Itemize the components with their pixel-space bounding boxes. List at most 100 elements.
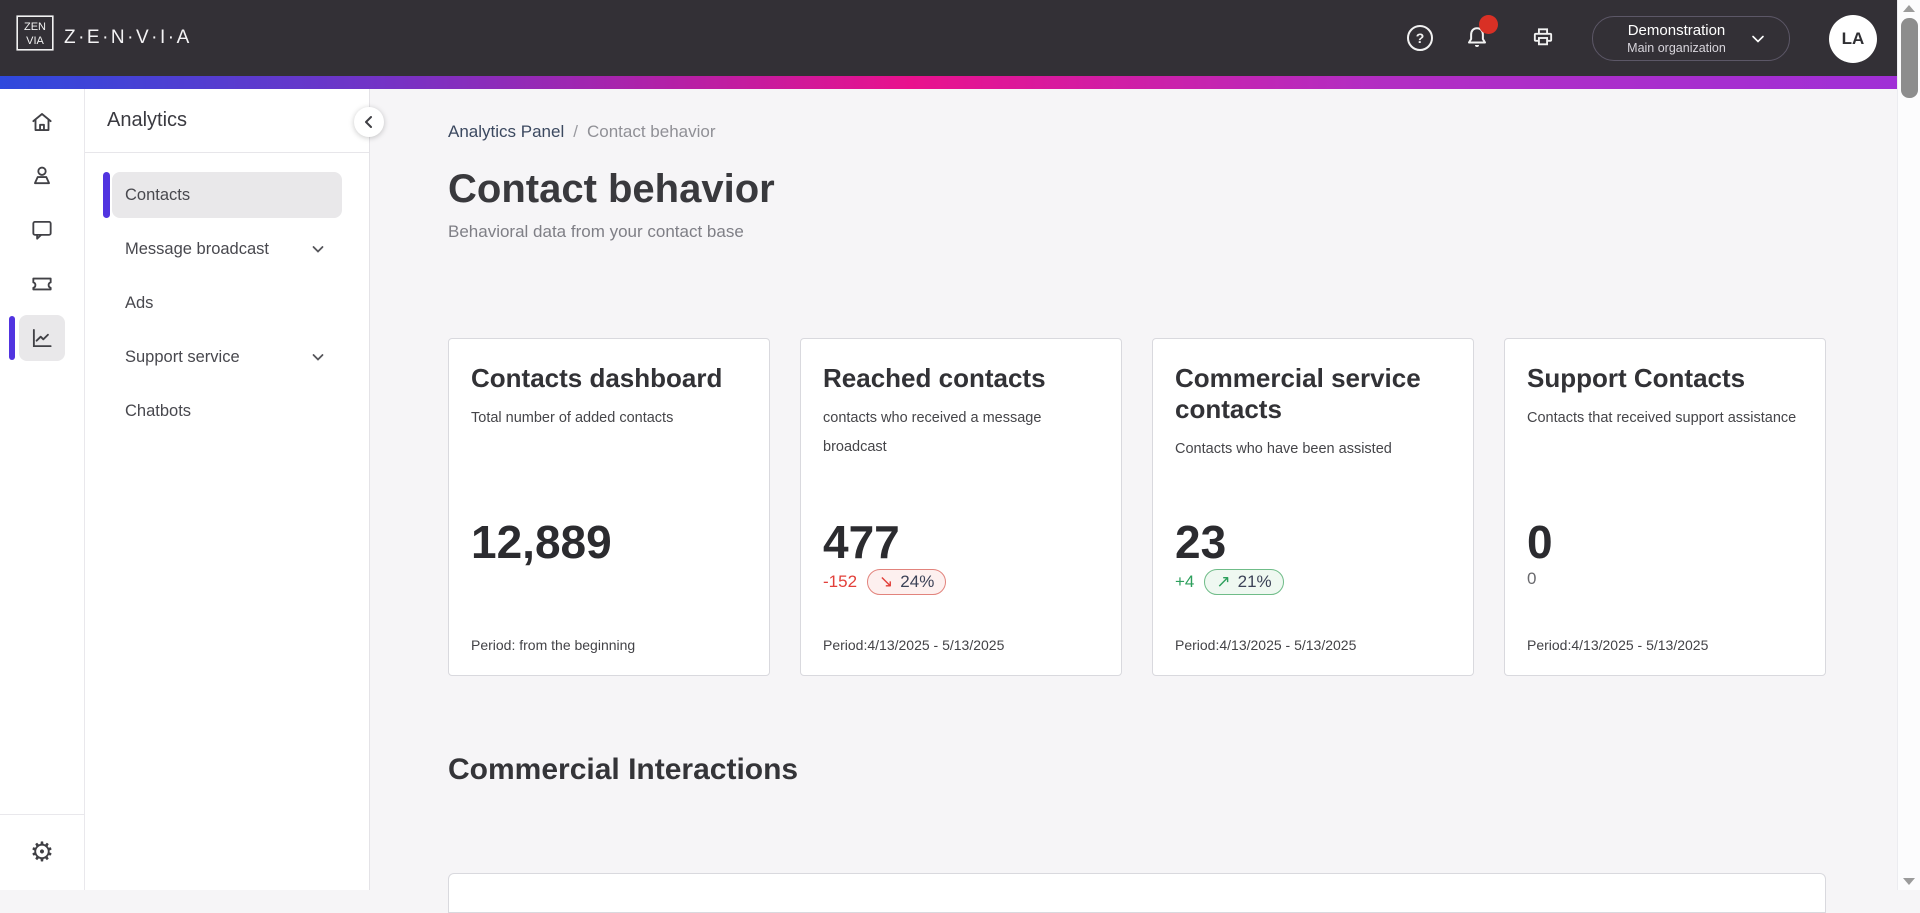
card-period: Period: from the beginning <box>471 637 636 653</box>
sidebar-item-contacts[interactable]: Contacts <box>103 172 342 218</box>
chevron-down-icon <box>1747 28 1769 50</box>
printer-icon <box>1533 28 1553 46</box>
card-delta: 0 <box>1527 569 1537 588</box>
gear-icon[interactable]: ⚙ <box>29 837 55 867</box>
sidebar-item-label: Chatbots <box>125 401 192 420</box>
scroll-thumb[interactable] <box>1901 18 1918 98</box>
breadcrumb-separator: / <box>573 122 578 141</box>
notification-dot <box>1479 15 1498 34</box>
section-title: Commercial Interactions <box>448 753 799 786</box>
card-value: 23 <box>1175 516 1227 568</box>
sidebar-item-label: Message broadcast <box>125 239 269 258</box>
card-description: contacts who received a message broadcas… <box>823 410 1042 455</box>
card-title: Commercial service contacts <box>1175 363 1421 424</box>
help-icon: ? <box>1407 25 1433 51</box>
card-title: Reached contacts <box>823 363 1046 393</box>
page-subtitle: Behavioral data from your contact base <box>448 222 744 241</box>
card-value: 0 <box>1527 516 1553 568</box>
trend-down-icon: ↘ <box>879 572 894 591</box>
card-title: Support Contacts <box>1527 363 1746 393</box>
main-content: Analytics Panel / Contact behavior Conta… <box>370 89 1897 913</box>
card-support-contacts: Support Contacts Contacts that received … <box>1504 338 1826 676</box>
chevron-down-icon <box>312 246 324 253</box>
rail-bottom-section: ⚙ <box>0 814 84 890</box>
card-delta-row: -152 ↘ 24% <box>823 569 947 595</box>
avatar-initials: LA <box>1841 29 1865 48</box>
org-name: Demonstration <box>1627 21 1726 39</box>
brand-gradient-bar <box>0 76 1897 89</box>
print-button[interactable] <box>1529 24 1557 52</box>
sidebar-rail: ⚙ <box>0 89 85 890</box>
badge-percent: 21% <box>1237 572 1272 591</box>
card-delta-row: +4 ↗ 21% <box>1175 569 1284 595</box>
trend-up-icon: ↗ <box>1216 572 1231 591</box>
sidebar-item-label: Support service <box>125 347 240 366</box>
rail-item-contacts[interactable] <box>19 153 65 199</box>
sidebar-item-label: Contacts <box>125 185 191 204</box>
sidebar-menu: Contacts Message broadcast Ads Support s… <box>85 153 369 434</box>
card-description: Contacts who have been assisted <box>1175 441 1392 457</box>
chevron-down-icon <box>312 354 324 361</box>
card-title: Contacts dashboard <box>471 363 723 393</box>
trend-badge: ↘ 24% <box>867 569 947 595</box>
sidebar-item-ads[interactable]: Ads <box>112 280 342 326</box>
card-description: Total number of added contacts <box>471 410 674 426</box>
zenvia-logo-icon: ZEN VIA <box>16 15 54 51</box>
breadcrumb-link-analytics-panel[interactable]: Analytics Panel <box>448 122 565 141</box>
chart-icon <box>32 328 52 348</box>
card-period: Period:4/13/2025 - 5/13/2025 <box>823 637 1005 653</box>
chevron-left-icon <box>365 116 372 128</box>
commercial-interactions-card <box>448 873 1826 913</box>
card-value: 12,889 <box>471 516 612 568</box>
card-description: Contacts that received support assistanc… <box>1527 410 1797 426</box>
scrollbar[interactable] <box>1897 0 1920 890</box>
home-icon <box>32 113 52 131</box>
svg-text:ZEN: ZEN <box>24 21 46 33</box>
scroll-down-arrow[interactable] <box>1903 878 1915 885</box>
svg-text:VIA: VIA <box>26 35 44 47</box>
org-suborg: Main organization <box>1627 40 1726 55</box>
card-commercial-service-contacts: Commercial service contacts Contacts who… <box>1152 338 1474 676</box>
sidebar-item-label: Ads <box>125 293 154 312</box>
kpi-cards-row: Contacts dashboard Total number of added… <box>448 338 1897 676</box>
rail-item-analytics[interactable] <box>9 315 65 361</box>
card-contacts-dashboard: Contacts dashboard Total number of added… <box>448 338 770 676</box>
zenvia-logo[interactable]: ZEN VIA <box>16 15 54 51</box>
card-delta-row: 0 <box>1527 569 1536 589</box>
org-switcher[interactable]: Demonstration Main organization <box>1592 16 1790 61</box>
sidebar-title: Analytics <box>107 109 188 131</box>
user-avatar[interactable]: LA <box>1829 15 1877 63</box>
sidebar-item-chatbots[interactable]: Chatbots <box>112 388 342 434</box>
chat-icon <box>32 220 52 240</box>
sidebar-item-support-service[interactable]: Support service <box>112 334 342 380</box>
card-delta: +4 <box>1175 572 1195 591</box>
brand-wordmark: Z·E·N·V·I·A <box>64 27 192 48</box>
ticket-icon <box>32 277 52 291</box>
card-period: Period:4/13/2025 - 5/13/2025 <box>1175 637 1357 653</box>
person-icon <box>34 166 50 185</box>
help-button[interactable]: ? <box>1407 25 1433 51</box>
card-reached-contacts: Reached contacts contacts who received a… <box>800 338 1122 676</box>
trend-badge: ↗ 21% <box>1204 569 1284 595</box>
header: ZEN VIA Z·E·N·V·I·A ? Demonstration Main… <box>0 0 1897 76</box>
card-value: 477 <box>823 516 900 568</box>
scroll-up-arrow[interactable] <box>1903 5 1915 12</box>
collapse-sidebar-button[interactable] <box>354 107 384 137</box>
sidebar-panel: Analytics Contacts Message broadcast Ads <box>85 89 384 890</box>
sidebar-header: Analytics <box>85 89 369 153</box>
active-indicator <box>9 316 15 360</box>
badge-percent: 24% <box>900 572 935 591</box>
breadcrumb-current: Contact behavior <box>586 122 716 141</box>
active-indicator <box>103 172 110 218</box>
notifications-button[interactable] <box>1462 15 1498 53</box>
org-switcher-text: Demonstration Main organization <box>1614 22 1739 56</box>
rail-item-conversations[interactable] <box>19 207 65 253</box>
app-body: ⚙ Analytics Contacts Message broadcast <box>0 89 1897 913</box>
breadcrumb: Analytics Panel / Contact behavior <box>448 122 1897 142</box>
card-period: Period:4/13/2025 - 5/13/2025 <box>1527 637 1709 653</box>
sidebar-item-message-broadcast[interactable]: Message broadcast <box>112 226 342 272</box>
card-delta: -152 <box>823 572 858 591</box>
rail-item-home[interactable] <box>19 99 65 145</box>
rail-item-tickets[interactable] <box>19 261 65 307</box>
page-title: Contact behavior <box>448 167 775 211</box>
